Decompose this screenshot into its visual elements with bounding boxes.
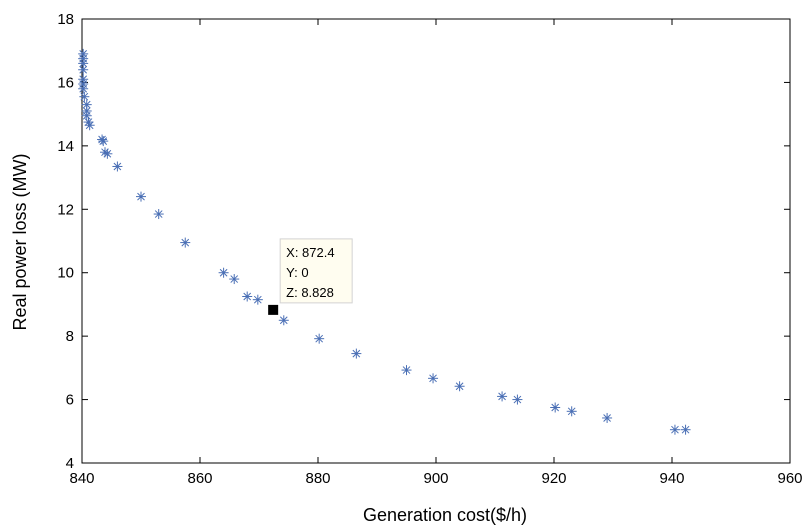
data-point [78,83,89,94]
data-point [218,267,229,278]
y-tick-label: 12 [57,201,74,218]
x-tick-label: 920 [541,470,566,487]
data-point [180,237,191,248]
y-axis-label: Real power loss (MW) [10,153,30,330]
x-tick-label: 960 [777,470,802,487]
x-tick-label: 900 [423,470,448,487]
data-point [79,91,90,102]
data-point [242,291,253,302]
data-point [314,333,325,344]
y-tick-label: 18 [57,11,74,28]
data-point [153,209,164,220]
data-point [550,402,561,413]
data-tip-box [279,238,353,304]
data-tip: X: 872.4 Y: 0 Z: 8.828 [268,238,353,315]
data-point [454,381,465,392]
data-point [229,274,240,285]
data-point [428,373,439,384]
data-point [566,406,577,417]
x-tick-label: 940 [659,470,684,487]
x-tick-label: 860 [187,470,212,487]
data-point [680,424,691,435]
data-point [351,348,362,359]
data-point [497,391,508,402]
data-point [81,110,92,121]
x-tick-label: 840 [69,470,94,487]
y-tick-label: 8 [66,328,74,345]
axes: 840 860 880 900 920 940 960 4 6 8 10 12 14 16 18 [57,11,802,487]
data-tip-line: Y: 0 [286,265,308,280]
data-point [252,294,263,305]
y-tick-label: 14 [57,138,74,155]
data-point [112,161,123,172]
data-point [84,120,95,131]
y-tick-label: 16 [57,74,74,91]
data-points [78,48,691,435]
data-point [78,64,89,75]
data-point [401,365,412,376]
plot-frame [81,18,791,464]
data-point [278,315,289,326]
data-point [669,424,680,435]
data-point [602,412,613,423]
data-point [102,148,113,159]
x-tick-label: 880 [305,470,330,487]
data-cursor-marker [268,304,279,315]
y-tick-label: 6 [66,392,74,409]
data-tip-line: X: 872.4 [286,245,334,260]
x-axis-label: Generation cost($/h) [363,505,527,525]
y-tick-label: 10 [57,265,74,282]
data-point [98,136,109,147]
data-point [512,394,523,405]
y-tick-label: 4 [66,455,74,472]
data-point [136,191,146,202]
data-tip-line: Z: 8.828 [286,285,334,300]
